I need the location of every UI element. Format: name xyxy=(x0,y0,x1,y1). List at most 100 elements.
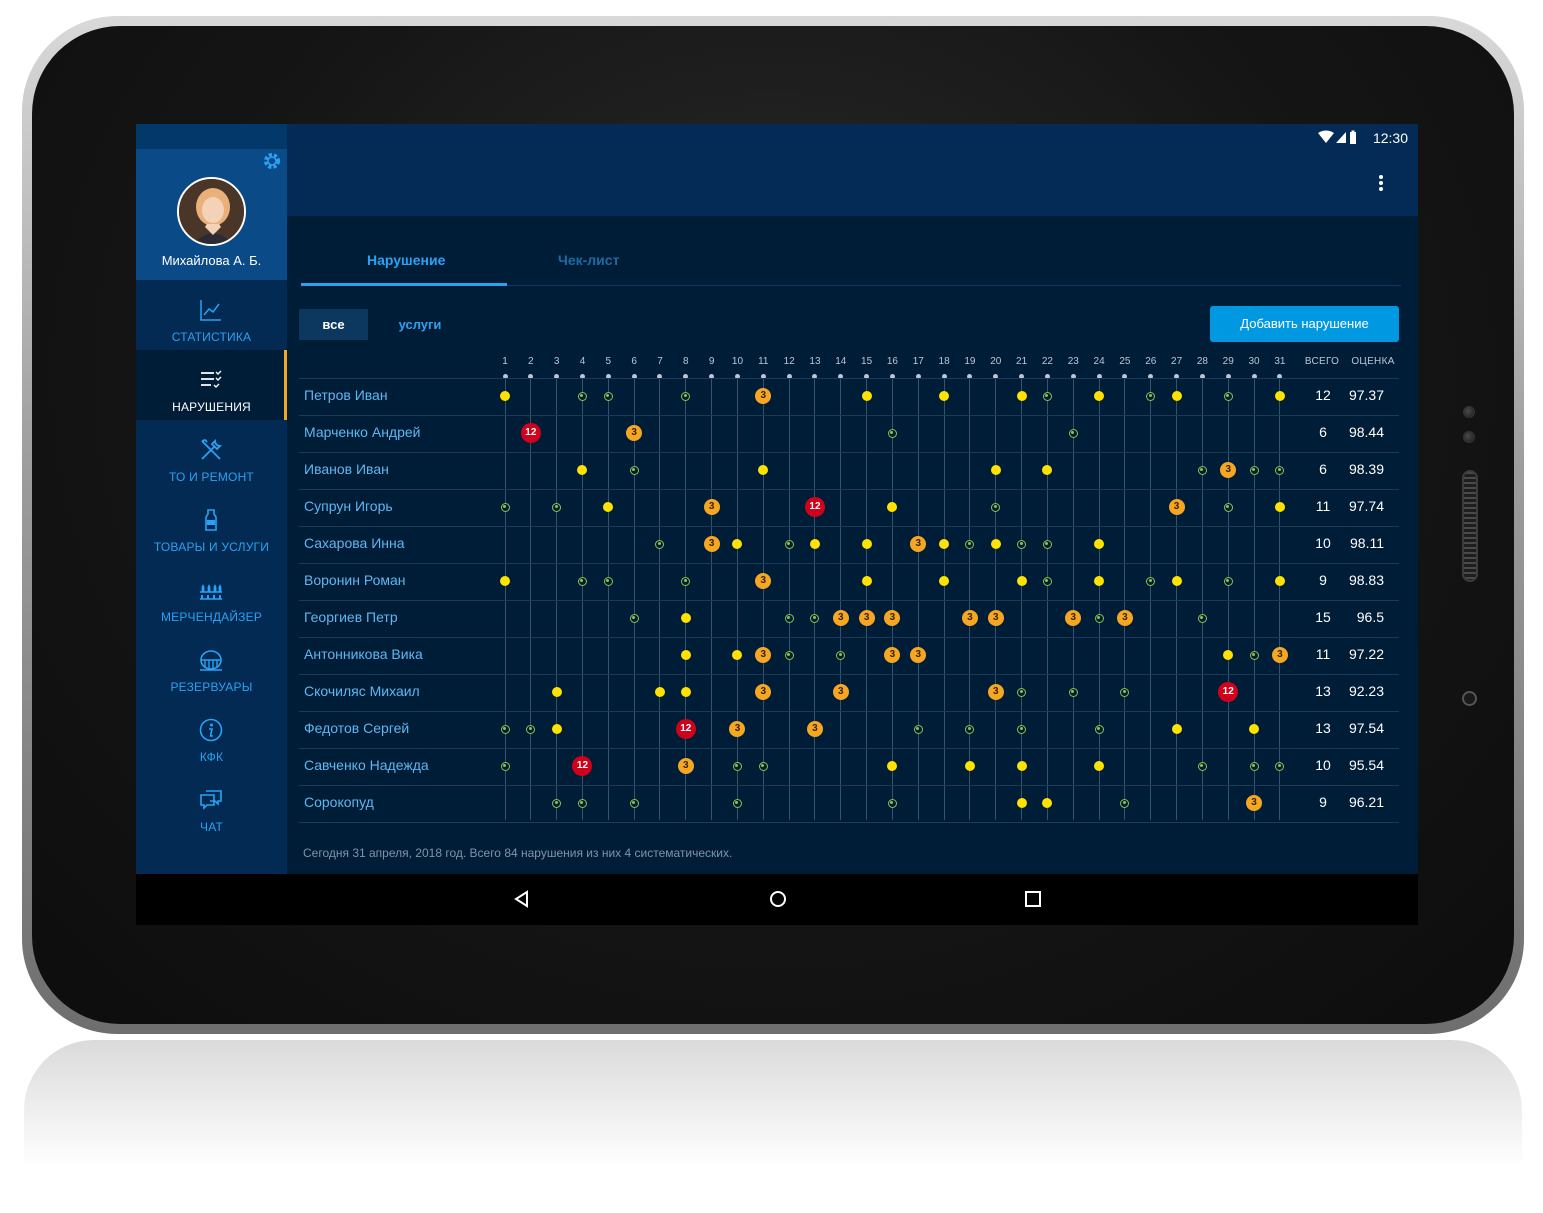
violation-dot[interactable] xyxy=(1171,576,1182,586)
violation-ring[interactable] xyxy=(1120,687,1130,697)
violation-ring[interactable] xyxy=(552,502,562,512)
violation-ring[interactable] xyxy=(784,539,794,549)
sidebar-item-checklist[interactable]: НАРУШЕНИЯ xyxy=(136,350,287,420)
employee-name[interactable]: Федотов Сергей xyxy=(304,720,410,736)
violation-ring[interactable] xyxy=(500,761,510,771)
violation-dot[interactable] xyxy=(1274,576,1285,586)
violation-count-badge[interactable]: 3 xyxy=(910,536,927,552)
violation-count-badge[interactable]: 3 xyxy=(884,647,901,663)
violation-dot[interactable] xyxy=(964,761,975,771)
more-options-icon[interactable] xyxy=(1378,174,1384,192)
violation-dot[interactable] xyxy=(1094,391,1105,401)
violation-dot[interactable] xyxy=(1042,465,1053,475)
violation-dot[interactable] xyxy=(1171,724,1182,734)
violation-count-badge[interactable]: 3 xyxy=(1220,462,1237,478)
violation-dot[interactable] xyxy=(809,539,820,549)
violation-ring[interactable] xyxy=(1042,391,1052,401)
violation-dot[interactable] xyxy=(990,539,1001,549)
back-icon[interactable] xyxy=(511,888,533,910)
violation-count-badge[interactable]: 3 xyxy=(987,610,1004,626)
sidebar-item-tank[interactable]: РЕЗЕРВУАРЫ xyxy=(136,630,287,700)
violation-dot[interactable] xyxy=(680,687,691,697)
violation-dot[interactable] xyxy=(861,576,872,586)
violation-ring[interactable] xyxy=(758,761,768,771)
violation-dot[interactable] xyxy=(887,502,898,512)
violation-ring[interactable] xyxy=(577,391,587,401)
employee-name[interactable]: Петров Иван xyxy=(304,387,388,403)
violation-ring[interactable] xyxy=(629,465,639,475)
violation-count-badge[interactable]: 3 xyxy=(832,684,849,700)
violation-dot[interactable] xyxy=(1094,576,1105,586)
violation-ring[interactable] xyxy=(1197,613,1207,623)
violation-ring[interactable] xyxy=(1017,539,1027,549)
employee-name[interactable]: Иванов Иван xyxy=(304,461,389,477)
sidebar-item-info[interactable]: КФК xyxy=(136,700,287,770)
violation-ring[interactable] xyxy=(1068,428,1078,438)
violation-dot[interactable] xyxy=(1016,391,1027,401)
violation-dot[interactable] xyxy=(603,502,614,512)
violation-ring[interactable] xyxy=(913,724,923,734)
home-icon[interactable] xyxy=(767,888,789,910)
violation-count-badge[interactable]: 3 xyxy=(858,610,875,626)
violation-count-badge[interactable]: 12 xyxy=(675,719,696,739)
violation-dot[interactable] xyxy=(1042,798,1053,808)
sidebar-item-tools[interactable]: ТО И РЕМОНТ xyxy=(136,420,287,490)
violation-count-badge[interactable]: 3 xyxy=(884,610,901,626)
violation-ring[interactable] xyxy=(784,650,794,660)
violation-dot[interactable] xyxy=(1094,761,1105,771)
violation-ring[interactable] xyxy=(629,798,639,808)
violation-ring[interactable] xyxy=(1197,761,1207,771)
violation-ring[interactable] xyxy=(1094,613,1104,623)
violation-ring[interactable] xyxy=(965,724,975,734)
violation-dot[interactable] xyxy=(500,576,510,586)
violation-ring[interactable] xyxy=(732,798,742,808)
tab-checklist[interactable]: Чек-лист xyxy=(558,252,620,268)
violation-count-badge[interactable]: 3 xyxy=(910,647,927,663)
violation-ring[interactable] xyxy=(1068,687,1078,697)
violation-ring[interactable] xyxy=(681,391,691,401)
violation-dot[interactable] xyxy=(887,761,898,771)
violation-ring[interactable] xyxy=(1146,576,1156,586)
violation-dot[interactable] xyxy=(680,650,691,660)
violation-count-badge[interactable]: 12 xyxy=(804,497,825,517)
violation-count-badge[interactable]: 3 xyxy=(703,536,720,552)
violation-count-badge[interactable]: 3 xyxy=(626,425,643,441)
violation-count-badge[interactable]: 3 xyxy=(1116,610,1133,626)
violation-count-badge[interactable]: 3 xyxy=(1065,610,1082,626)
violation-ring[interactable] xyxy=(732,761,742,771)
employee-name[interactable]: Скочиляс Михаил xyxy=(304,683,420,699)
violation-dot[interactable] xyxy=(577,465,588,475)
violation-ring[interactable] xyxy=(1017,724,1027,734)
violation-count-badge[interactable]: 12 xyxy=(1218,682,1239,702)
violation-count-badge[interactable]: 3 xyxy=(755,573,772,589)
violation-dot[interactable] xyxy=(732,539,743,549)
sidebar-item-chat[interactable]: ЧАТ xyxy=(136,770,287,840)
violation-ring[interactable] xyxy=(887,428,897,438)
violation-ring[interactable] xyxy=(887,798,897,808)
violation-ring[interactable] xyxy=(526,724,536,734)
violation-ring[interactable] xyxy=(1042,539,1052,549)
violation-dot[interactable] xyxy=(654,687,665,697)
violation-ring[interactable] xyxy=(603,576,613,586)
violation-count-badge[interactable]: 12 xyxy=(520,423,541,443)
sidebar-item-shelf[interactable]: МЕРЧЕНДАЙЗЕР xyxy=(136,560,287,630)
violation-ring[interactable] xyxy=(552,798,562,808)
violation-ring[interactable] xyxy=(655,539,665,549)
violation-ring[interactable] xyxy=(577,576,587,586)
violation-ring[interactable] xyxy=(1275,465,1285,475)
violation-dot[interactable] xyxy=(861,539,872,549)
violation-ring[interactable] xyxy=(784,613,794,623)
violation-dot[interactable] xyxy=(680,613,691,623)
violation-ring[interactable] xyxy=(500,724,510,734)
violation-ring[interactable] xyxy=(681,576,691,586)
violation-count-badge[interactable]: 3 xyxy=(987,684,1004,700)
avatar[interactable] xyxy=(177,177,246,246)
violation-ring[interactable] xyxy=(991,502,1001,512)
violation-dot[interactable] xyxy=(939,391,950,401)
violation-ring[interactable] xyxy=(1249,650,1259,660)
violation-ring[interactable] xyxy=(1146,391,1156,401)
violation-dot[interactable] xyxy=(939,539,950,549)
violation-dot[interactable] xyxy=(1274,391,1285,401)
violation-dot[interactable] xyxy=(1223,650,1234,660)
violation-count-badge[interactable]: 3 xyxy=(677,758,694,774)
